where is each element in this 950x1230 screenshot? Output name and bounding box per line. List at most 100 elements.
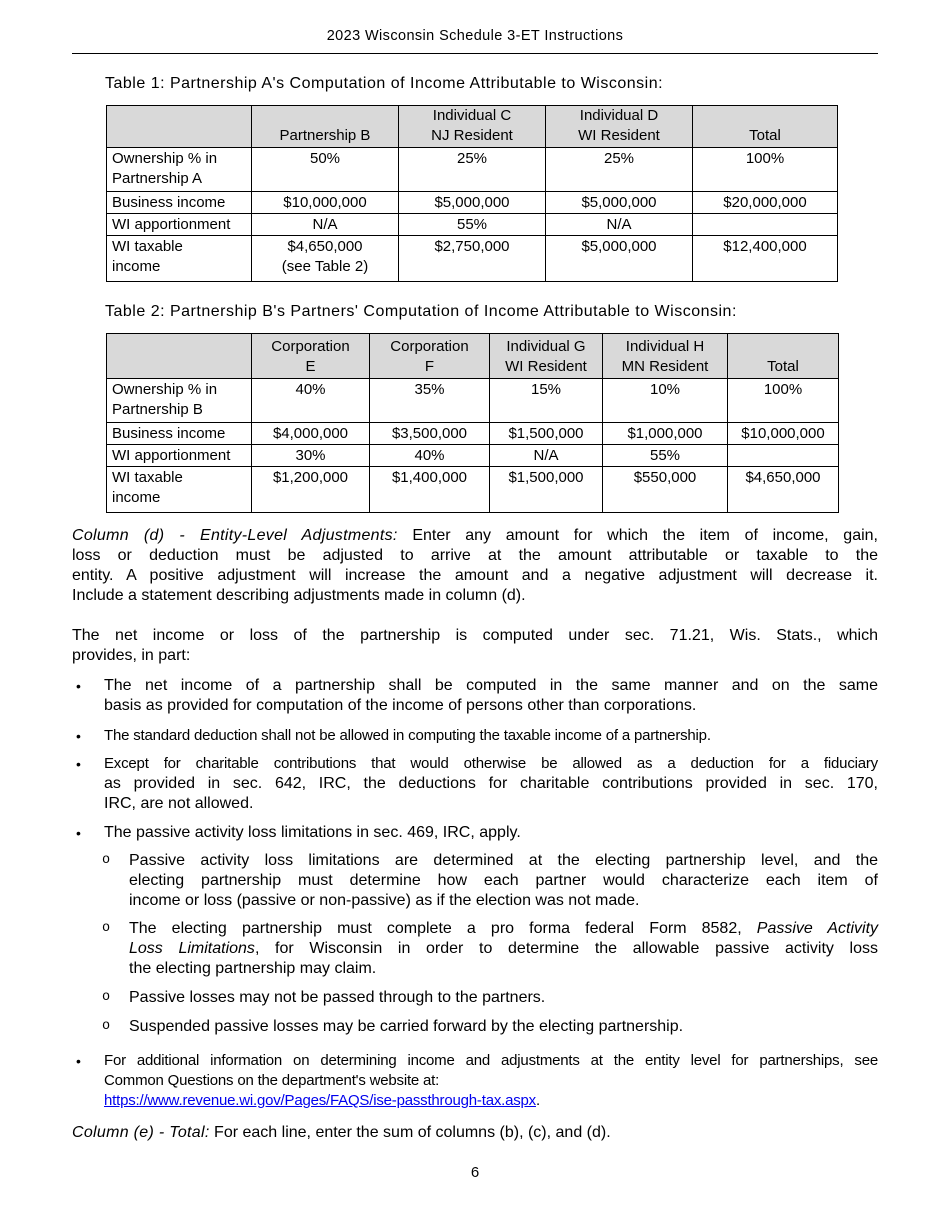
table-cell: 55%	[398, 213, 546, 236]
sub-bullet-marker: o	[102, 990, 111, 1005]
text-line: IRC, are not allowed.	[104, 795, 254, 812]
table-cell: N/A	[489, 444, 603, 467]
bullet-text: The passive activity loss limitations in…	[104, 823, 878, 843]
faq-passthrough-link[interactable]: https://www.revenue.wi.gov/Pages/FAQS/is…	[104, 1092, 536, 1109]
text-line: The passive activity loss limitations in…	[104, 824, 521, 841]
text-line: Except for charitable contributions that…	[104, 755, 878, 772]
italic-run: Passive Activity	[756, 920, 879, 937]
row-label: Ownership % in Partnership B	[106, 378, 252, 423]
table-cell: 55%	[602, 444, 728, 467]
row-label: Business income	[106, 191, 252, 214]
table-cell: 25%	[545, 147, 693, 192]
bullet-text: Except for charitable contributions that…	[104, 754, 878, 814]
table-cell: $10,000,000	[727, 422, 839, 445]
document-page: 2023 Wisconsin Schedule 3-ET Instruction…	[72, 28, 878, 1181]
table2-header-row: Corporation E Corporation F Individual G…	[106, 333, 839, 379]
column-header	[106, 333, 252, 379]
column-header: Individual H MN Resident	[602, 333, 728, 379]
table1-title: Table 1: Partnership A's Computation of …	[105, 75, 664, 92]
text-run: , for Wisconsin in order to determine th…	[254, 940, 879, 957]
table-row: Ownership % in Partnership A 50% 25% 25%…	[106, 147, 838, 192]
sub-bullet-marker: o	[102, 853, 111, 868]
table-cell: 50%	[251, 147, 399, 192]
bullet-marker: •	[76, 825, 81, 841]
bullet-text: Passive losses may not be passed through…	[129, 988, 878, 1008]
table-row: WI apportionment 30% 40% N/A 55%	[106, 444, 839, 467]
table-cell: $1,200,000	[251, 466, 370, 513]
sub-bullet-loss-limitations: o Passive activity loss limitations are …	[72, 851, 878, 911]
text-line: provides, in part:	[72, 647, 191, 664]
bullet-marker: •	[76, 678, 81, 694]
table-cell: $1,500,000	[489, 422, 603, 445]
table-cell: 100%	[727, 378, 839, 423]
table-cell: $1,400,000	[369, 466, 490, 513]
table-row: Business income $4,000,000 $3,500,000 $1…	[106, 422, 839, 445]
column-header: Total	[727, 333, 839, 379]
table-row: WI taxable income $4,650,000 (see Table …	[106, 235, 838, 282]
text-line: Suspended passive losses may be carried …	[129, 1018, 684, 1035]
column-d-lead-in: Column (d) - Entity-Level Adjustments:	[72, 527, 398, 544]
table-cell: $3,500,000	[369, 422, 490, 445]
table-cell: $4,650,000	[727, 466, 839, 513]
text-run: Enter any amount for which the item of i…	[397, 527, 878, 544]
bullet-marker: •	[76, 728, 81, 744]
text-line: The electing partnership must complete a…	[129, 919, 878, 939]
table-cell: $5,000,000	[398, 191, 546, 214]
table-cell	[727, 444, 839, 467]
text-line: Loss Limitations, for Wisconsin in order…	[129, 939, 878, 959]
bullet-item-charitable-contributions: • Except for charitable contributions th…	[72, 754, 878, 814]
table-cell: 10%	[602, 378, 728, 423]
italic-run: Loss Limitations	[129, 940, 255, 957]
table-cell: $5,000,000	[545, 191, 693, 214]
table-cell: $4,650,000 (see Table 2)	[251, 235, 399, 282]
table-cell: N/A	[251, 213, 399, 236]
text-line: entity. A positive adjustment will incre…	[72, 567, 878, 584]
text-line: basis as provided for computation of the…	[104, 697, 697, 714]
text-line: For additional information on determinin…	[104, 1052, 878, 1069]
text-line: Passive activity loss limitations are de…	[129, 852, 878, 869]
text-run: For each line, enter the sum of columns …	[209, 1124, 611, 1141]
row-label: WI apportionment	[106, 213, 252, 236]
sub-bullet-marker: o	[102, 1019, 111, 1034]
row-label: WI taxable income	[106, 235, 252, 282]
column-header: Individual D WI Resident	[545, 105, 693, 148]
table-cell: 30%	[251, 444, 370, 467]
text-line: the electing partnership may claim.	[129, 960, 377, 977]
table1: Partnership B Individual C NJ Resident I…	[106, 105, 838, 282]
column-header: Corporation E	[251, 333, 370, 379]
text-line: The net income or loss of the partnershi…	[72, 627, 878, 644]
bullet-item-additional-information: • For additional information on determin…	[72, 1051, 878, 1111]
table-cell: $12,400,000	[692, 235, 838, 282]
column-header: Individual C NJ Resident	[398, 105, 546, 148]
text-line: Common Questions on the department's web…	[104, 1072, 440, 1089]
column-header: Partnership B	[251, 105, 399, 148]
table-cell: $10,000,000	[251, 191, 399, 214]
text-line: as provided in sec. 642, IRC, the deduct…	[104, 775, 878, 792]
table-cell: 100%	[692, 147, 838, 192]
table2: Corporation E Corporation F Individual G…	[106, 333, 839, 513]
text-line: Include a statement describing adjustmen…	[72, 587, 526, 604]
bullet-item-passive-activity: • The passive activity loss limitations …	[72, 823, 878, 843]
table-cell: $1,500,000	[489, 466, 603, 513]
bullet-text: The electing partnership must complete a…	[129, 919, 878, 979]
table-cell: 40%	[251, 378, 370, 423]
table-cell: 35%	[369, 378, 490, 423]
bullet-item-net-income: • The net income of a partnership shall …	[72, 676, 878, 716]
bullet-text: The net income of a partnership shall be…	[104, 676, 878, 716]
text-line: electing partnership must determine how …	[129, 872, 878, 889]
text-run: .	[535, 1092, 540, 1109]
table-cell: $20,000,000	[692, 191, 838, 214]
table-cell: 15%	[489, 378, 603, 423]
table-cell: 25%	[398, 147, 546, 192]
table-cell: $550,000	[602, 466, 728, 513]
column-e-lead-in: Column (e) - Total:	[72, 1124, 210, 1141]
table2-title: Table 2: Partnership B's Partners' Compu…	[105, 303, 737, 320]
table-cell: N/A	[545, 213, 693, 236]
bullet-item-standard-deduction: • The standard deduction shall not be al…	[72, 726, 878, 746]
document-header-title: 2023 Wisconsin Schedule 3-ET Instruction…	[326, 28, 624, 44]
bullet-text: Passive activity loss limitations are de…	[129, 851, 878, 911]
text-line: income or loss (passive or non-passive) …	[129, 892, 640, 909]
table-row: WI taxable income $1,200,000 $1,400,000 …	[106, 466, 839, 513]
column-header: Total	[692, 105, 838, 148]
table1-header-row: Partnership B Individual C NJ Resident I…	[106, 105, 838, 148]
